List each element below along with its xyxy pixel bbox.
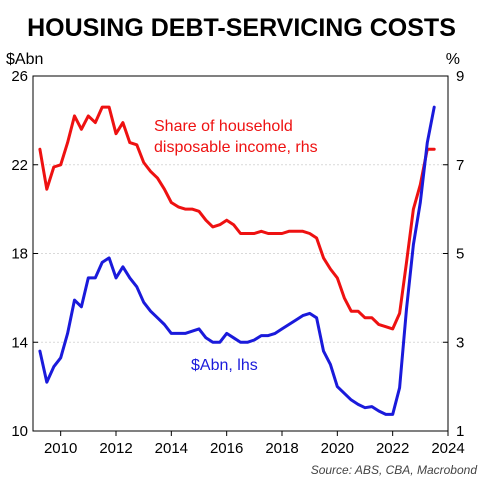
- y-right-unit-label: %: [446, 51, 460, 68]
- series-line-abn-lhs: [38, 105, 436, 416]
- series-lines: [38, 105, 436, 416]
- axis-ticks: 10 14 18 22 26 1 3 5 7 9 2010 2012 2014 2016 2018 2020 2…: [11, 68, 464, 457]
- x-tick-label-1: 2012: [99, 440, 132, 457]
- y-right-tick-label-1: 3: [456, 334, 464, 351]
- y-left-tick-label-1: 14: [11, 334, 28, 351]
- y-right-tick-label-0: 1: [456, 423, 464, 440]
- source-note: Source: ABS, CBA, Macrobond: [311, 463, 478, 477]
- x-tick-label-4: 2018: [265, 440, 298, 457]
- y-right-tick-label-3: 7: [456, 157, 464, 174]
- y-left-tick-label-2: 18: [11, 246, 28, 263]
- y-left-unit-label: $Abn: [6, 51, 43, 68]
- x-tick-label-7: 2024: [431, 440, 464, 457]
- y-left-tick-label-0: 10: [11, 423, 28, 440]
- annotation-abn: $Abn, lhs: [191, 357, 258, 374]
- annotation-share-line2: disposable income, rhs: [154, 139, 318, 156]
- x-tick-label-2: 2014: [155, 440, 188, 457]
- chart-title: HOUSING DEBT-SERVICING COSTS: [27, 14, 456, 42]
- x-tick-label-3: 2016: [210, 440, 243, 457]
- y-left-tick-label-3: 22: [11, 157, 28, 174]
- gridlines: [33, 164, 448, 343]
- y-right-tick-label-4: 9: [456, 68, 464, 85]
- x-tick-label-5: 2020: [321, 440, 354, 457]
- x-tick-label-6: 2022: [376, 440, 409, 457]
- y-left-tick-label-4: 26: [11, 68, 28, 85]
- series-line-share-rhs: [38, 105, 436, 331]
- annotation-share-line1: Share of household: [154, 118, 293, 135]
- y-right-tick-label-2: 5: [456, 246, 464, 263]
- x-tick-label-0: 2010: [44, 440, 77, 457]
